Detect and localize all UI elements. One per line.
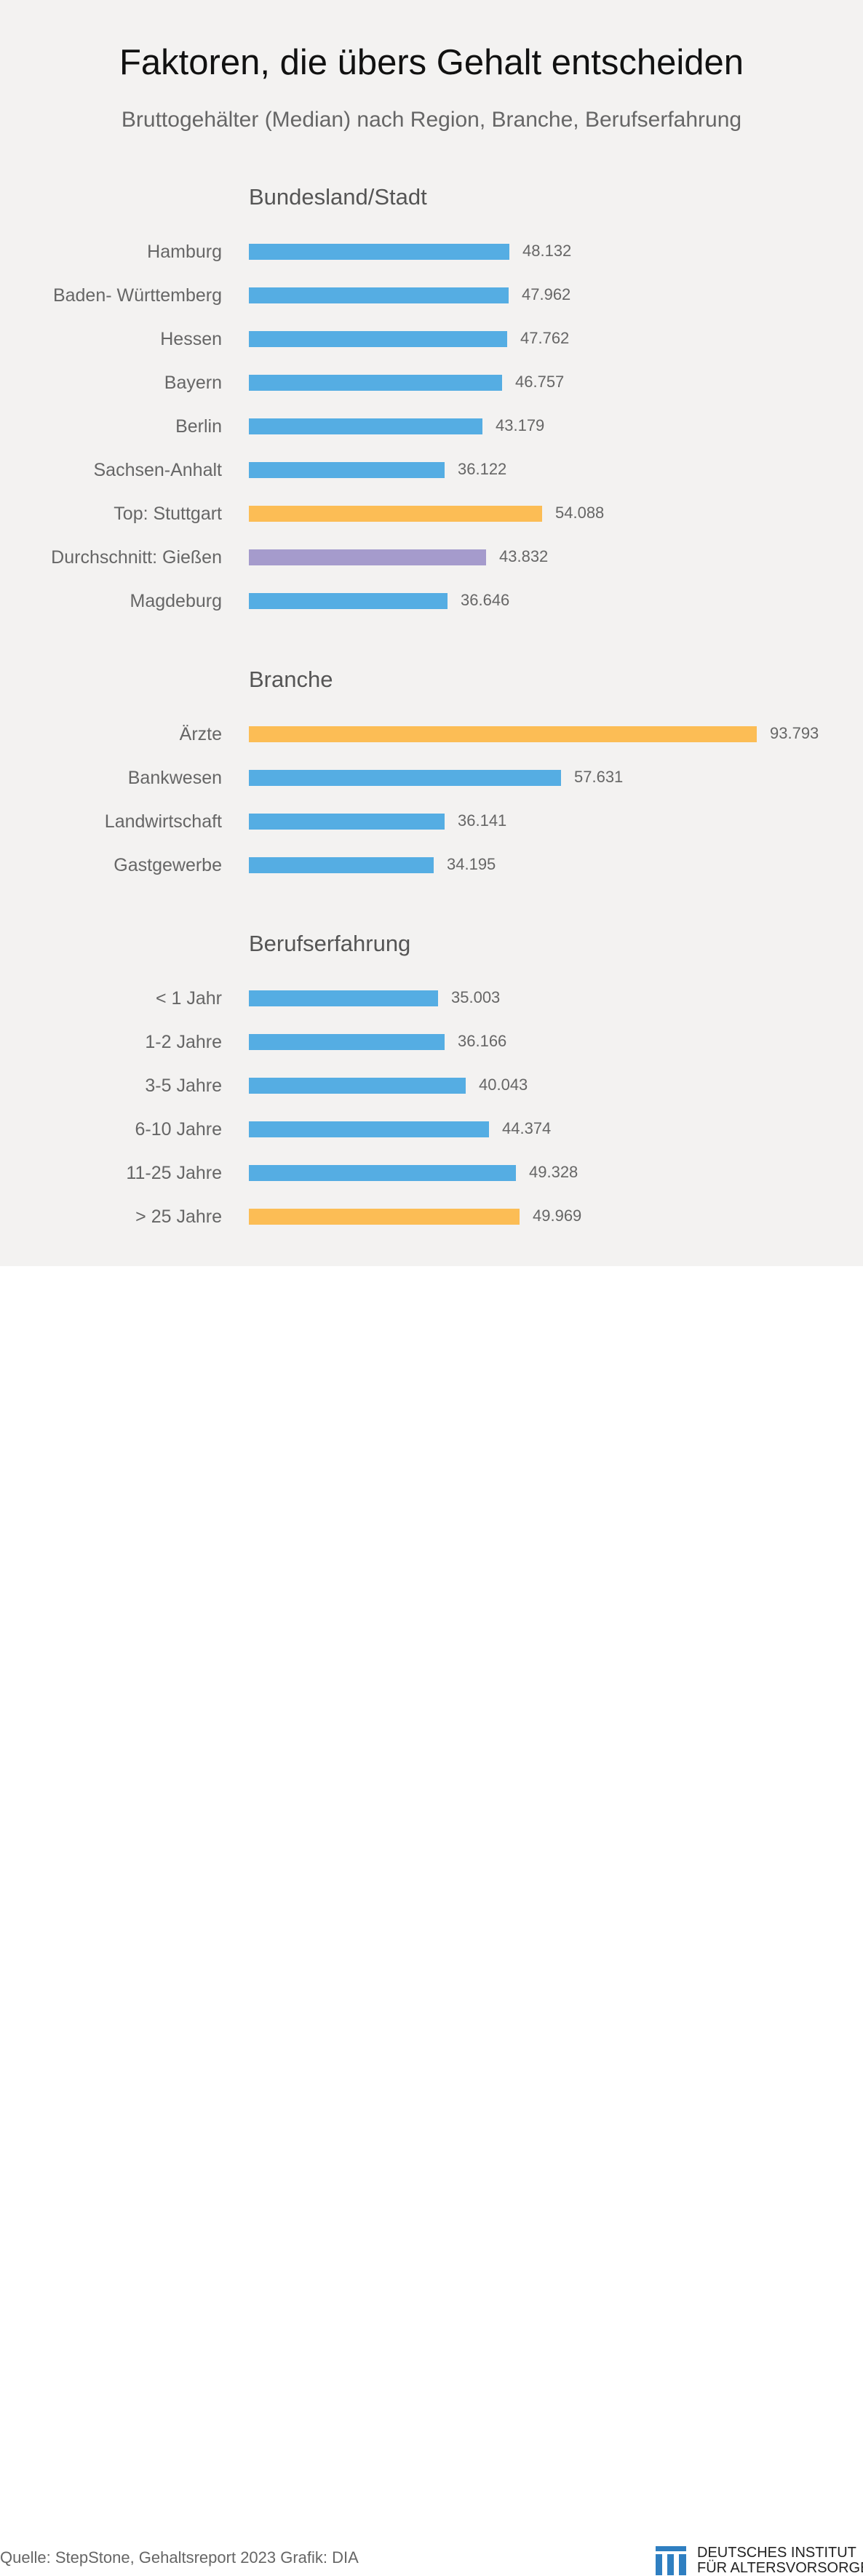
bar [249, 331, 507, 347]
logo-text: DEUTSCHES INSTITUT FÜR ALTERSVORSORGE [697, 2545, 863, 2576]
bar-value-label: 93.793 [770, 724, 819, 742]
bar-label: < 1 Jahr [155, 988, 222, 1009]
bar [249, 287, 509, 303]
bar-value-label: 34.195 [447, 855, 496, 873]
bar-label: 1-2 Jahre [145, 1032, 222, 1052]
chart-title: Faktoren, die übers Gehalt entscheiden [119, 43, 744, 82]
section-heading: Bundesland/Stadt [249, 184, 427, 210]
bar [249, 1034, 445, 1050]
bar [249, 549, 486, 565]
bar-label: Durchschnitt: Gießen [51, 547, 222, 568]
bar-label: Berlin [175, 416, 222, 437]
bar-value-label: 36.646 [461, 591, 510, 609]
bar-value-label: 36.141 [458, 811, 507, 830]
bar [249, 375, 502, 391]
bar-label: 11-25 Jahre [126, 1163, 222, 1183]
bar [249, 593, 448, 609]
footer: Quelle: StepStone, Gehaltsreport 2023 Gr… [0, 1268, 863, 2576]
bar [249, 1121, 489, 1137]
bar-label: Magdeburg [130, 591, 222, 611]
bar [249, 1078, 466, 1094]
bar-value-label: 49.328 [529, 1163, 578, 1181]
bar [249, 857, 434, 873]
bar-label: Ärzte [179, 724, 222, 744]
bar [249, 726, 757, 742]
bar-label: 3-5 Jahre [145, 1076, 222, 1096]
bar [249, 506, 542, 522]
logo-line-2: FÜR ALTERSVORSORGE [697, 2560, 863, 2576]
bar [249, 814, 445, 830]
bar-label: Gastgewerbe [114, 855, 222, 875]
bar-label: Sachsen-Anhalt [93, 460, 222, 480]
bar-label: Bankwesen [127, 768, 222, 788]
bar-value-label: 36.166 [458, 1032, 507, 1050]
bar-value-label: 48.132 [522, 242, 572, 260]
bar-label: Hessen [160, 329, 222, 349]
bar-label: Bayern [164, 373, 222, 393]
bar-label: > 25 Jahre [135, 1206, 222, 1227]
bar-value-label: 49.969 [533, 1206, 582, 1225]
bar-value-label: 47.962 [522, 285, 571, 303]
bar-value-label: 43.179 [496, 416, 545, 434]
bar [249, 1209, 520, 1225]
bar-label: Landwirtschaft [104, 811, 222, 832]
bar-label: Hamburg [147, 242, 222, 262]
bar-value-label: 40.043 [479, 1076, 528, 1094]
bar-value-label: 47.762 [520, 329, 570, 347]
bar-label: Top: Stuttgart [114, 504, 222, 524]
bar-value-label: 57.631 [574, 768, 624, 786]
bar [249, 1165, 516, 1181]
bar-value-label: 46.757 [515, 373, 565, 391]
bar [249, 462, 445, 478]
bar [249, 990, 438, 1006]
source-note: Quelle: StepStone, Gehaltsreport 2023 Gr… [0, 2548, 359, 2567]
dia-logo-icon [656, 2546, 686, 2575]
section-heading: Branche [249, 667, 333, 692]
bar [249, 770, 561, 786]
chart-subtitle: Bruttogehälter (Median) nach Region, Bra… [121, 108, 742, 132]
bar-value-label: 35.003 [451, 988, 501, 1006]
bar-value-label: 54.088 [555, 504, 605, 522]
chart-panel: Faktoren, die übers Gehalt entscheiden B… [0, 0, 863, 1266]
bar-value-label: 43.832 [499, 547, 549, 565]
bar-value-label: 36.122 [458, 460, 507, 478]
logo-line-1: DEUTSCHES INSTITUT [697, 2545, 856, 2561]
bar-value-label: 44.374 [502, 1119, 552, 1137]
bar-label: 6-10 Jahre [135, 1119, 222, 1140]
bar-label: Baden- Württemberg [52, 285, 222, 306]
bar [249, 244, 509, 260]
bar [249, 418, 482, 434]
section-heading: Berufserfahrung [249, 931, 411, 956]
